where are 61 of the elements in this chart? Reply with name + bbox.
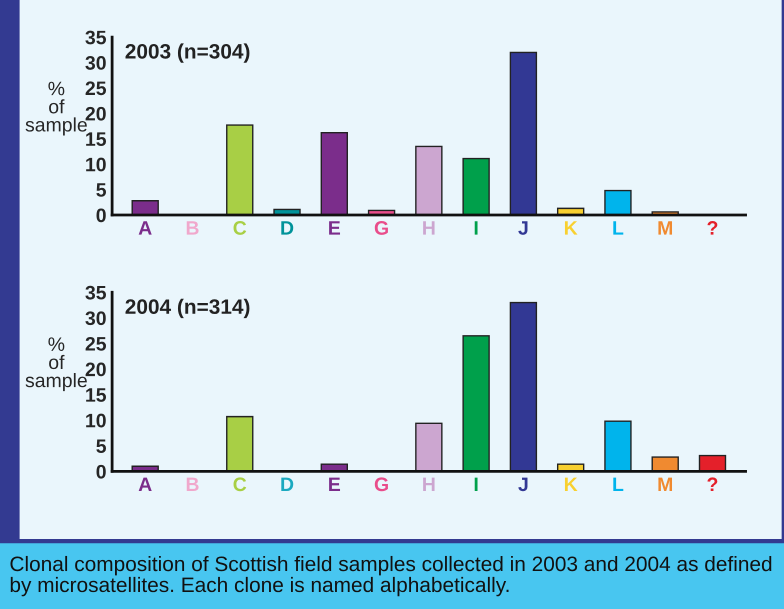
bar [415, 422, 443, 472]
y-tick-label: 15 [86, 388, 106, 402]
x-tick-label: ? [707, 477, 718, 492]
y-tick-label: 35 [85, 30, 106, 44]
y-tick-label: 10 [86, 158, 106, 172]
y-tick-label: 25 [86, 81, 106, 96]
y-tick-label: 10 [86, 414, 106, 428]
x-tick-label: E [329, 221, 340, 235]
chart-title: 2004 (n=314) [126, 298, 250, 318]
bar [462, 335, 490, 472]
chart-title: 2003 (n=304) [126, 43, 250, 63]
bar [510, 302, 538, 472]
x-tick-label: I [474, 478, 478, 492]
x-tick-label: M [658, 478, 672, 492]
bar [226, 416, 254, 472]
y-tick-label: 5 [96, 183, 106, 197]
bar [604, 420, 632, 472]
x-tick-label: A [138, 478, 152, 492]
y-tick-label: 25 [86, 336, 106, 351]
x-tick-label: G [374, 477, 388, 492]
x-tick-label: H [423, 221, 435, 235]
x-tick-label: C [234, 221, 246, 235]
bar [698, 454, 726, 472]
x-tick-label: B [186, 478, 199, 492]
x-tick-label: H [423, 478, 435, 492]
x-tick-label: J [518, 221, 528, 235]
bar [415, 146, 443, 215]
y-tick-label: 0 [96, 208, 106, 222]
x-tick-label: E [329, 478, 340, 492]
x-tick-label: K [564, 221, 578, 235]
bar [604, 190, 632, 215]
y-tick-label: 5 [96, 439, 106, 454]
bar [320, 132, 348, 215]
x-tick-label: D [281, 478, 294, 492]
x-tick-label: A [138, 221, 152, 235]
y-tick-label: 30 [85, 311, 106, 326]
y-tick-label: 15 [86, 132, 106, 146]
x-tick-label: D [281, 221, 294, 235]
x-tick-label: ? [707, 221, 718, 235]
bar [510, 52, 538, 215]
x-tick-label: M [658, 221, 672, 235]
x-tick-label: I [474, 221, 478, 235]
y-tick-label: 35 [85, 286, 106, 300]
y-axis-title: % of sample [26, 82, 87, 136]
y-tick-label: 0 [96, 464, 106, 479]
bar [652, 456, 679, 472]
x-tick-label: J [518, 478, 528, 492]
x-tick-label: C [234, 477, 246, 492]
y-tick-label: 30 [85, 56, 106, 70]
y-axis-title: % of sample [26, 337, 87, 392]
x-tick-label: L [613, 221, 624, 235]
bar [132, 200, 159, 215]
bar [226, 124, 254, 215]
x-tick-label: K [564, 478, 578, 492]
y-tick-label: 20 [86, 106, 106, 121]
text: Clonal composition of Scottish field samples collected in 2003 and 2004 as defined by microsatellites. Each clone is named alphabetically. [10, 556, 772, 596]
y-tick-label: 20 [86, 362, 106, 376]
x-tick-label: G [374, 221, 388, 235]
bar [462, 158, 490, 215]
x-tick-label: L [613, 478, 624, 492]
x-tick-label: B [186, 221, 199, 235]
